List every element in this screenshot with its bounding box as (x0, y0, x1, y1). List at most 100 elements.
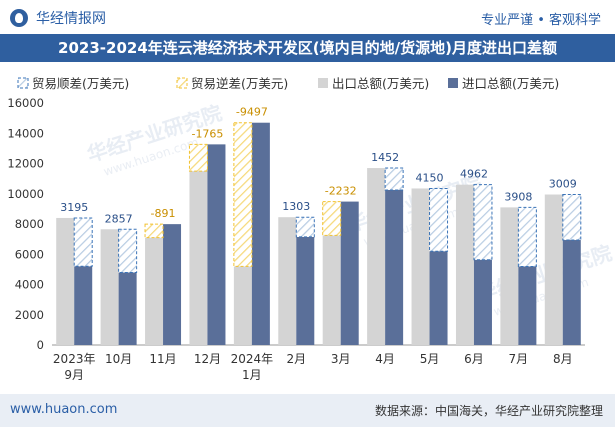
x-tick-line: 3月 (331, 352, 351, 366)
balance-label: -2232 (325, 185, 357, 198)
export-bar (411, 188, 430, 345)
x-tick-line: 2024年 (231, 352, 274, 366)
legend-swatch (318, 78, 328, 88)
import-bar (74, 266, 93, 345)
x-tick-line: 1月 (242, 368, 262, 382)
x-tick-line: 2023年 (53, 352, 96, 366)
legend-item-3: 进口总额(万美元) (448, 76, 559, 91)
balance-label: 3195 (60, 201, 88, 214)
x-tick-line: 12月 (194, 352, 221, 366)
x-axis: 2023年 9月 10月 11月 12月 2024年 1月 2月 3月 4月 5月 6月 7月 8月 (53, 352, 573, 382)
y-tick-label: 2000 (15, 308, 44, 322)
x-tick-label: 12月 (194, 352, 221, 366)
surplus-bar (384, 167, 404, 191)
deficit-bar (188, 143, 208, 172)
export-bar (278, 217, 297, 345)
export-bar (500, 207, 519, 345)
legend-swatch (17, 77, 29, 89)
surplus-bar (473, 184, 493, 261)
chart-area: 华经产业研究院www.huaon.com华经产业研究院www.huaon.com… (7, 76, 614, 382)
export-bar (100, 229, 119, 345)
export-bar (145, 237, 164, 345)
legend-label: 出口总额(万美元) (332, 76, 429, 91)
y-tick-label: 14000 (7, 126, 44, 140)
legend-label: 贸易顺差(万美元) (32, 76, 129, 91)
export-bar (322, 235, 341, 345)
footer-source: 数据来源：中国海关，华经产业研究院整理 (374, 404, 603, 418)
legend-label: 贸易逆差(万美元) (191, 76, 288, 91)
import-bar (118, 272, 137, 345)
y-tick-label: 0 (37, 338, 44, 352)
y-tick-label: 16000 (7, 96, 44, 110)
surplus-bar (118, 228, 138, 274)
import-bar (518, 266, 537, 345)
import-bar (296, 236, 315, 345)
legend-item-1: 贸易逆差(万美元) (176, 76, 288, 91)
top-header-bar: 华经情报网 专业严谨 • 客观科学 (0, 0, 615, 34)
x-tick-label: 3月 (331, 352, 351, 366)
y-tick-label: 10000 (7, 187, 44, 201)
balance-label: 2857 (105, 212, 133, 225)
balance-label: -9497 (236, 106, 268, 119)
data-labels: 3195 2857 -891 -1765 -9497 1303 -2232 1452 4150 4… (60, 106, 577, 226)
import-bar (562, 240, 581, 345)
y-tick-label: 6000 (15, 247, 44, 261)
y-tick-label: 12000 (7, 157, 44, 171)
x-tick-line: 11月 (149, 352, 176, 366)
y-tick-label: 8000 (15, 217, 44, 231)
bars (56, 122, 582, 345)
chart-title: 2023-2024年连云港经济技术开发区(境内目的地/货源地)月度进出口差额 (58, 39, 557, 57)
slogan: 专业严谨 • 客观科学 (481, 13, 601, 28)
import-bar (473, 259, 492, 345)
deficit-bar (233, 122, 253, 267)
x-tick-line: 8月 (553, 352, 573, 366)
import-bar (251, 122, 270, 345)
x-tick-label: 8月 (553, 352, 573, 366)
x-tick-label: 2023年 9月 (53, 352, 96, 382)
x-tick-line: 6月 (464, 352, 484, 366)
footer-website[interactable]: www.huaon.com (10, 402, 118, 417)
legend: 贸易顺差(万美元) 贸易逆差(万美元) 出口总额(万美元) 进口总额(万美元) (17, 76, 559, 91)
title-bar: 2023-2024年连云港经济技术开发区(境内目的地/货源地)月度进出口差额 (0, 34, 615, 62)
balance-label: 1303 (282, 200, 310, 213)
import-bar (340, 201, 359, 345)
x-tick-label: 5月 (420, 352, 440, 366)
x-tick-line: 2月 (286, 352, 306, 366)
balance-label: -1765 (191, 127, 223, 140)
surplus-bar (295, 216, 315, 238)
footer-bar: www.huaon.com 数据来源：中国海关，华经产业研究院整理 (0, 394, 615, 427)
export-bar (455, 184, 474, 345)
x-tick-line: 10月 (105, 352, 132, 366)
import-bar (207, 144, 226, 345)
brand[interactable]: 华经情报网 (10, 8, 106, 28)
balance-label: -891 (151, 207, 176, 220)
x-tick-label: 2024年 1月 (231, 352, 274, 382)
deficit-bar (322, 201, 342, 236)
legend-swatch (176, 77, 188, 89)
legend-item-0: 贸易顺差(万美元) (17, 76, 129, 91)
export-bar (189, 171, 208, 345)
x-tick-label: 4月 (375, 352, 395, 366)
x-tick-label: 6月 (464, 352, 484, 366)
deficit-bar (144, 223, 164, 239)
legend-label: 进口总额(万美元) (462, 76, 559, 91)
x-tick-line: 4月 (375, 352, 395, 366)
export-bar (544, 194, 563, 345)
balance-label: 3908 (504, 190, 532, 203)
balance-label: 1452 (371, 151, 399, 164)
huajing-logo-icon (10, 9, 28, 27)
surplus-bar (73, 217, 93, 267)
balance-label: 3009 (549, 178, 577, 191)
import-bar (163, 224, 182, 345)
surplus-bar (429, 187, 449, 252)
y-axis: 0 2000 4000 6000 8000 10000 12000 14000 16000 (7, 96, 585, 352)
x-tick-line: 9月 (64, 368, 84, 382)
legend-swatch (448, 78, 458, 88)
balance-label: 4962 (460, 168, 488, 181)
x-tick-label: 10月 (105, 352, 132, 366)
legend-item-2: 出口总额(万美元) (318, 76, 429, 91)
brand-name: 华经情报网 (36, 11, 106, 27)
import-bar (385, 189, 404, 345)
x-tick-label: 2月 (286, 352, 306, 366)
y-tick-label: 4000 (15, 278, 44, 292)
